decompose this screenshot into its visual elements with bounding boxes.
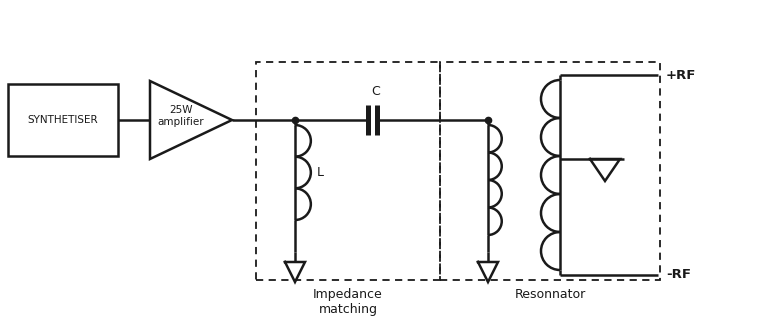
Text: 25W
amplifier: 25W amplifier (158, 105, 204, 127)
Text: SYNTHETISER: SYNTHETISER (28, 115, 99, 125)
Bar (256, 62, 440, 280)
Text: Impedance
matching: Impedance matching (314, 288, 383, 316)
Text: C: C (372, 85, 380, 98)
Text: Resonnator: Resonnator (514, 288, 586, 301)
Text: L: L (317, 166, 324, 179)
Bar (8, 84, 118, 156)
Text: -RF: -RF (666, 269, 691, 281)
Bar (440, 62, 660, 280)
Text: +RF: +RF (666, 69, 696, 82)
